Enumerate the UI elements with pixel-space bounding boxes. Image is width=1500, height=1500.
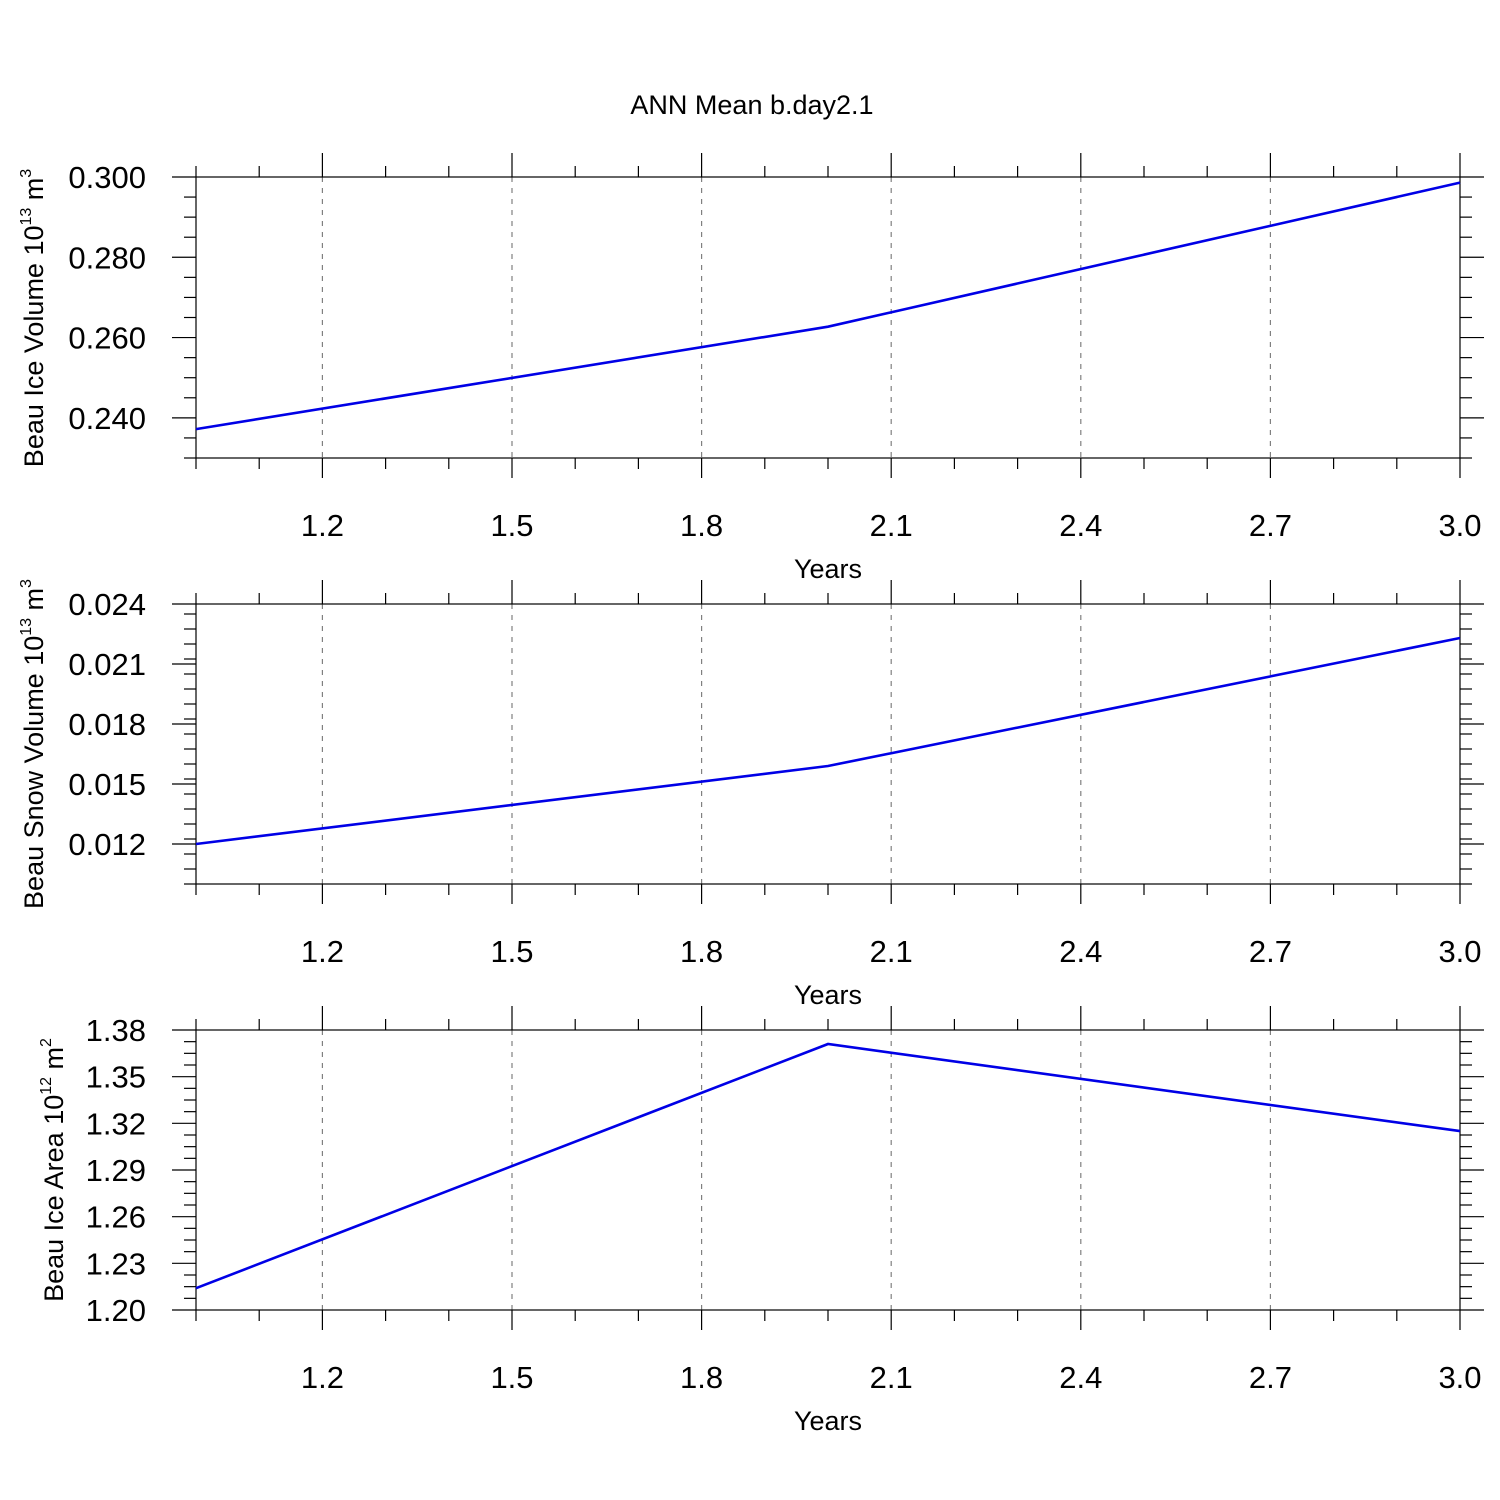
y-axis-title: Beau Snow Volume 1013 m3 [18, 579, 49, 909]
x-tick-label: 3.0 [1438, 934, 1481, 969]
x-tick-label: 1.5 [490, 934, 533, 969]
x-tick-label: 2.7 [1249, 934, 1292, 969]
plot-frame [195, 603, 1461, 885]
x-tick-label: 3.0 [1438, 508, 1481, 543]
y-tick-label: 0.024 [68, 587, 146, 622]
x-tick-label: 2.1 [870, 934, 913, 969]
x-tick-label: 1.8 [680, 508, 723, 543]
x-tick-label: 3.0 [1438, 1360, 1481, 1395]
figure-title: ANN Mean b.day2.1 [630, 90, 873, 120]
series-line [195, 636, 1461, 846]
y-axis-title: Beau Ice Volume 1013 m3 [18, 169, 49, 467]
x-tick-label: 2.1 [870, 508, 913, 543]
x-tick-label: 1.8 [680, 934, 723, 969]
x-tick-label: 1.5 [490, 508, 533, 543]
panel-ice-volume: 1.2 1.5 1.8 2.1 2.4 2.7 3.0 0.240 0.260 0.280 0.30… [18, 153, 1484, 584]
y-tick-label: 1.38 [86, 1013, 146, 1048]
x-tick-label: 2.4 [1059, 508, 1102, 543]
y-tick-label: 1.23 [86, 1246, 146, 1281]
y-tick-label: 0.240 [68, 401, 146, 436]
x-tick-label: 1.5 [490, 1360, 533, 1395]
y-tick-label: 0.300 [68, 160, 146, 195]
plot-frame [195, 1029, 1461, 1311]
x-axis-title: Years [794, 980, 862, 1010]
panel-snow-volume: 1.2 1.5 1.8 2.1 2.4 2.7 3.0 0.012 0.015 0.018 0.02… [18, 579, 1484, 1010]
y-tick-label: 1.35 [86, 1060, 146, 1095]
x-tick-label: 2.4 [1059, 934, 1102, 969]
y-tick-label: 0.012 [68, 827, 146, 862]
x-tick-label: 2.7 [1249, 1360, 1292, 1395]
y-tick-label: 0.015 [68, 767, 146, 802]
x-tick-label: 1.2 [301, 934, 344, 969]
y-tick-label: 0.021 [68, 647, 146, 682]
x-tick-label: 2.1 [870, 1360, 913, 1395]
panel-ice-area: 1.2 1.5 1.8 2.1 2.4 2.7 3.0 1.20 1.23 1.26 1.29 1.3… [38, 1006, 1484, 1436]
series-line [195, 1042, 1461, 1290]
x-axis-title: Years [794, 554, 862, 584]
x-tick-label: 2.4 [1059, 1360, 1102, 1395]
x-axis-title: Years [794, 1406, 862, 1436]
x-tick-label: 1.8 [680, 1360, 723, 1395]
y-tick-label: 0.280 [68, 240, 146, 275]
x-tick-label: 1.2 [301, 508, 344, 543]
y-axis-title: Beau Ice Area 1012 m2 [38, 1038, 69, 1302]
y-tick-label: 1.20 [86, 1293, 146, 1328]
x-tick-label: 2.7 [1249, 508, 1292, 543]
series-line [195, 181, 1461, 431]
y-tick-label: 0.260 [68, 321, 146, 356]
plot-frame [195, 176, 1461, 459]
y-tick-label: 1.29 [86, 1153, 146, 1188]
y-tick-label: 1.32 [86, 1106, 146, 1141]
x-tick-label: 1.2 [301, 1360, 344, 1395]
y-tick-label: 0.018 [68, 707, 146, 742]
y-tick-label: 1.26 [86, 1200, 146, 1235]
